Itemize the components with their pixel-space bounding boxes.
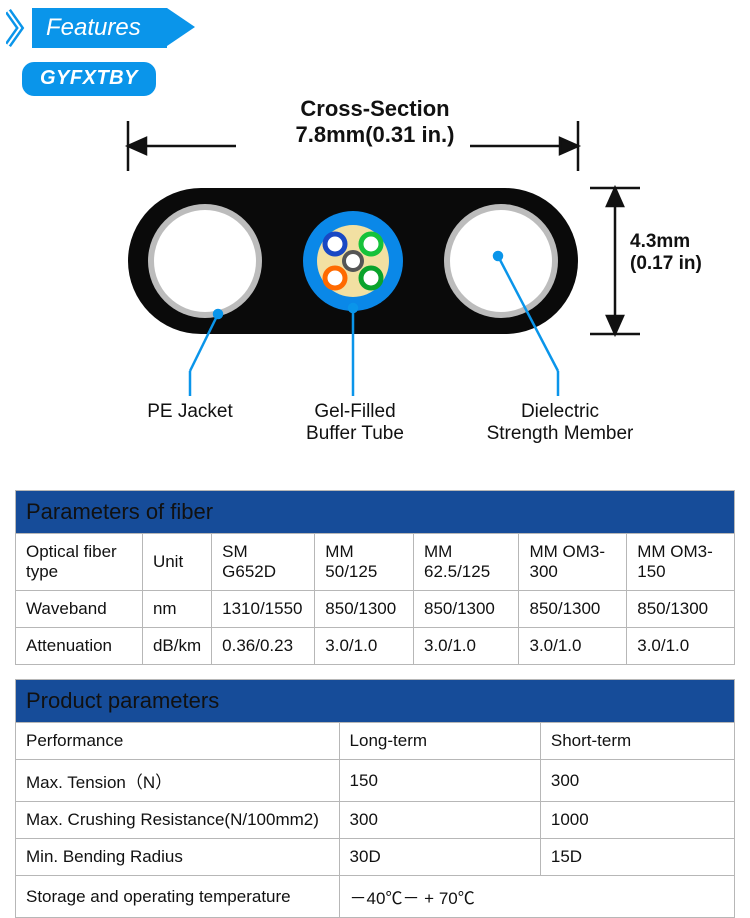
cell: Long-term <box>339 723 540 760</box>
product-params-title: Product parameters <box>16 680 735 723</box>
height-label: 4.3mm (0.17 in) <box>630 231 740 275</box>
cell: 0.36/0.23 <box>212 628 315 665</box>
col-header: Optical fiber type <box>16 534 143 591</box>
col-header: MM 62.5/125 <box>413 534 519 591</box>
height-line2: (0.17 in) <box>630 253 740 275</box>
callout-pe-jacket: PE Jacket <box>120 401 260 423</box>
table-row: Attenuation dB/km 0.36/0.23 3.0/1.0 3.0/… <box>16 628 735 665</box>
cell: 150 <box>339 760 540 802</box>
table-row: Performance Long-term Short-term <box>16 723 735 760</box>
diagram-title-line1: Cross-Section <box>240 96 510 122</box>
features-header: Features <box>6 8 750 48</box>
col-header: SM G652D <box>212 534 315 591</box>
features-title: Features <box>32 8 167 48</box>
table-row: Max. Crushing Resistance(N/100mm2) 300 1… <box>16 802 735 839</box>
cell: Short-term <box>540 723 734 760</box>
cell: 30D <box>339 839 540 876</box>
callout-gel-buffer: Gel-Filled Buffer Tube <box>290 401 420 445</box>
cell: 3.0/1.0 <box>519 628 627 665</box>
cell: 15D <box>540 839 734 876</box>
cell: －40℃－ + 70℃ <box>339 876 734 918</box>
cell: 300 <box>339 802 540 839</box>
diagram-title-line2: 7.8mm(0.31 in.) <box>240 122 510 148</box>
gel-line2: Buffer Tube <box>306 423 404 444</box>
cell: 850/1300 <box>315 591 414 628</box>
gel-line1: Gel-Filled <box>314 401 395 422</box>
cell: 850/1300 <box>413 591 519 628</box>
table-row: Storage and operating temperature －40℃－ … <box>16 876 735 918</box>
callout-dielectric: Dielectric Strength Member <box>475 401 645 445</box>
chevron-icon <box>6 9 28 47</box>
cell: 300 <box>540 760 734 802</box>
die-line2: Strength Member <box>487 423 634 444</box>
cell: 850/1300 <box>627 591 735 628</box>
height-line1: 4.3mm <box>630 231 740 253</box>
model-badge: GYFXTBY <box>22 62 156 96</box>
col-header: MM OM3-300 <box>519 534 627 591</box>
cell: Performance <box>16 723 340 760</box>
cell: 3.0/1.0 <box>315 628 414 665</box>
col-header: Unit <box>142 534 211 591</box>
cell: Min. Bending Radius <box>16 839 340 876</box>
table-row: Waveband nm 1310/1550 850/1300 850/1300 … <box>16 591 735 628</box>
cell: nm <box>142 591 211 628</box>
die-line1: Dielectric <box>521 401 599 422</box>
col-header: MM 50/125 <box>315 534 414 591</box>
product-params-title-row: Product parameters <box>16 680 735 723</box>
cell: 1310/1550 <box>212 591 315 628</box>
cell: 1000 <box>540 802 734 839</box>
product-params-table: Product parameters Performance Long-term… <box>15 679 735 918</box>
cell: Storage and operating temperature <box>16 876 340 918</box>
table-row: Max. Tension（N） 150 300 <box>16 760 735 802</box>
cell: dB/km <box>142 628 211 665</box>
cell: 850/1300 <box>519 591 627 628</box>
cross-section-diagram: Cross-Section 7.8mm(0.31 in.) 4.3mm (0.1… <box>0 96 750 476</box>
cell: Max. Tension（N） <box>16 760 340 802</box>
cell: 3.0/1.0 <box>627 628 735 665</box>
fiber-params-table: Parameters of fiber Optical fiber type U… <box>15 490 735 665</box>
table-row: Optical fiber type Unit SM G652D MM 50/1… <box>16 534 735 591</box>
fiber-params-title: Parameters of fiber <box>16 491 735 534</box>
diagram-title: Cross-Section 7.8mm(0.31 in.) <box>240 96 510 149</box>
fiber-params-title-row: Parameters of fiber <box>16 491 735 534</box>
cell: Attenuation <box>16 628 143 665</box>
cell: Waveband <box>16 591 143 628</box>
col-header: MM OM3-150 <box>627 534 735 591</box>
cell: 3.0/1.0 <box>413 628 519 665</box>
table-row: Min. Bending Radius 30D 15D <box>16 839 735 876</box>
cell: Max. Crushing Resistance(N/100mm2) <box>16 802 340 839</box>
